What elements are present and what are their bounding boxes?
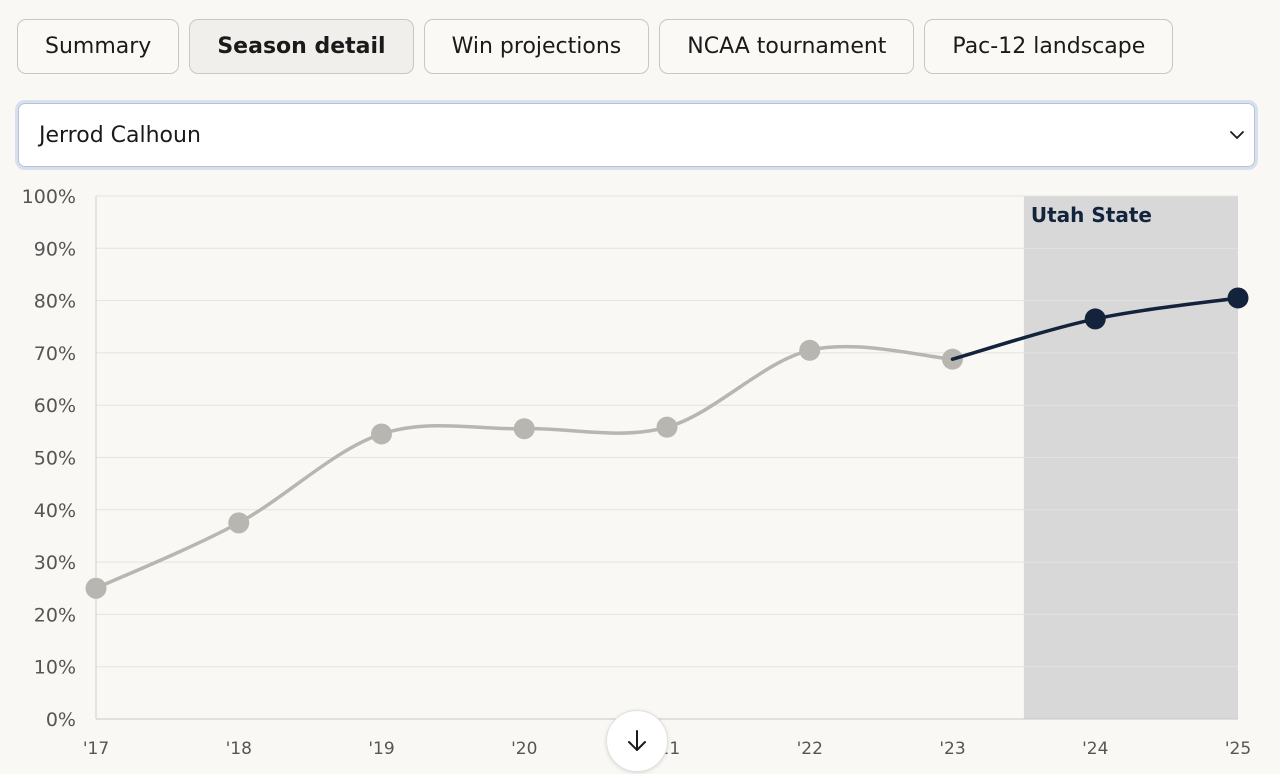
tab-summary[interactable]: Summary bbox=[17, 19, 180, 74]
data-point bbox=[228, 512, 250, 534]
data-point bbox=[513, 418, 535, 440]
tab-season-detail[interactable]: Season detail bbox=[189, 19, 414, 74]
y-tick-label: 70% bbox=[34, 343, 76, 365]
x-tick-label: '20 bbox=[511, 739, 537, 759]
y-tick-label: 0% bbox=[46, 709, 76, 731]
x-tick-label: '19 bbox=[368, 739, 394, 759]
y-tick-label: 20% bbox=[34, 604, 76, 626]
coach-select[interactable]: Jerrod Calhoun bbox=[18, 103, 1255, 167]
series-line-0 bbox=[94, 344, 955, 590]
y-tick-label: 90% bbox=[34, 238, 76, 260]
shaded-region-label: Utah State bbox=[1031, 203, 1152, 227]
x-tick-label: '22 bbox=[797, 739, 823, 759]
scroll-down-button[interactable] bbox=[606, 710, 668, 772]
x-tick-label: '23 bbox=[939, 739, 965, 759]
data-point bbox=[799, 339, 821, 361]
y-tick-label: 30% bbox=[34, 552, 76, 574]
tab-win-projections[interactable]: Win projections bbox=[423, 19, 650, 74]
data-point bbox=[85, 577, 107, 599]
data-point bbox=[656, 416, 678, 438]
chevron-down-icon bbox=[1230, 131, 1244, 139]
data-point bbox=[371, 423, 392, 445]
tab-pac-12-landscape[interactable]: Pac-12 landscape bbox=[924, 19, 1174, 74]
y-tick-label: 10% bbox=[34, 657, 76, 679]
arrow-down-icon bbox=[628, 730, 646, 751]
coach-select-focus-ring: Jerrod Calhoun bbox=[15, 100, 1258, 170]
x-tick-label: '17 bbox=[83, 739, 109, 759]
tab-ncaa-tournament[interactable]: NCAA tournament bbox=[659, 19, 915, 74]
y-tick-label: 40% bbox=[34, 500, 76, 522]
x-tick-label: '25 bbox=[1225, 739, 1251, 759]
win-percentage-chart: Utah State 0% 10% 20% 30% 40% 50% 60% 70% 80% 90% 1… bbox=[22, 186, 1251, 759]
y-tick-label: 100% bbox=[22, 186, 76, 208]
coach-select-value: Jerrod Calhoun bbox=[39, 122, 201, 148]
tab-bar: Summary Season detail Win projections NCAA … bbox=[17, 19, 1174, 74]
x-tick-label: '18 bbox=[226, 739, 252, 759]
x-tick-label: '24 bbox=[1082, 739, 1108, 759]
data-point bbox=[1227, 287, 1249, 309]
data-point bbox=[1084, 308, 1106, 330]
y-tick-label: 60% bbox=[34, 395, 76, 417]
y-tick-label: 80% bbox=[34, 291, 76, 313]
y-tick-label: 50% bbox=[34, 448, 76, 470]
